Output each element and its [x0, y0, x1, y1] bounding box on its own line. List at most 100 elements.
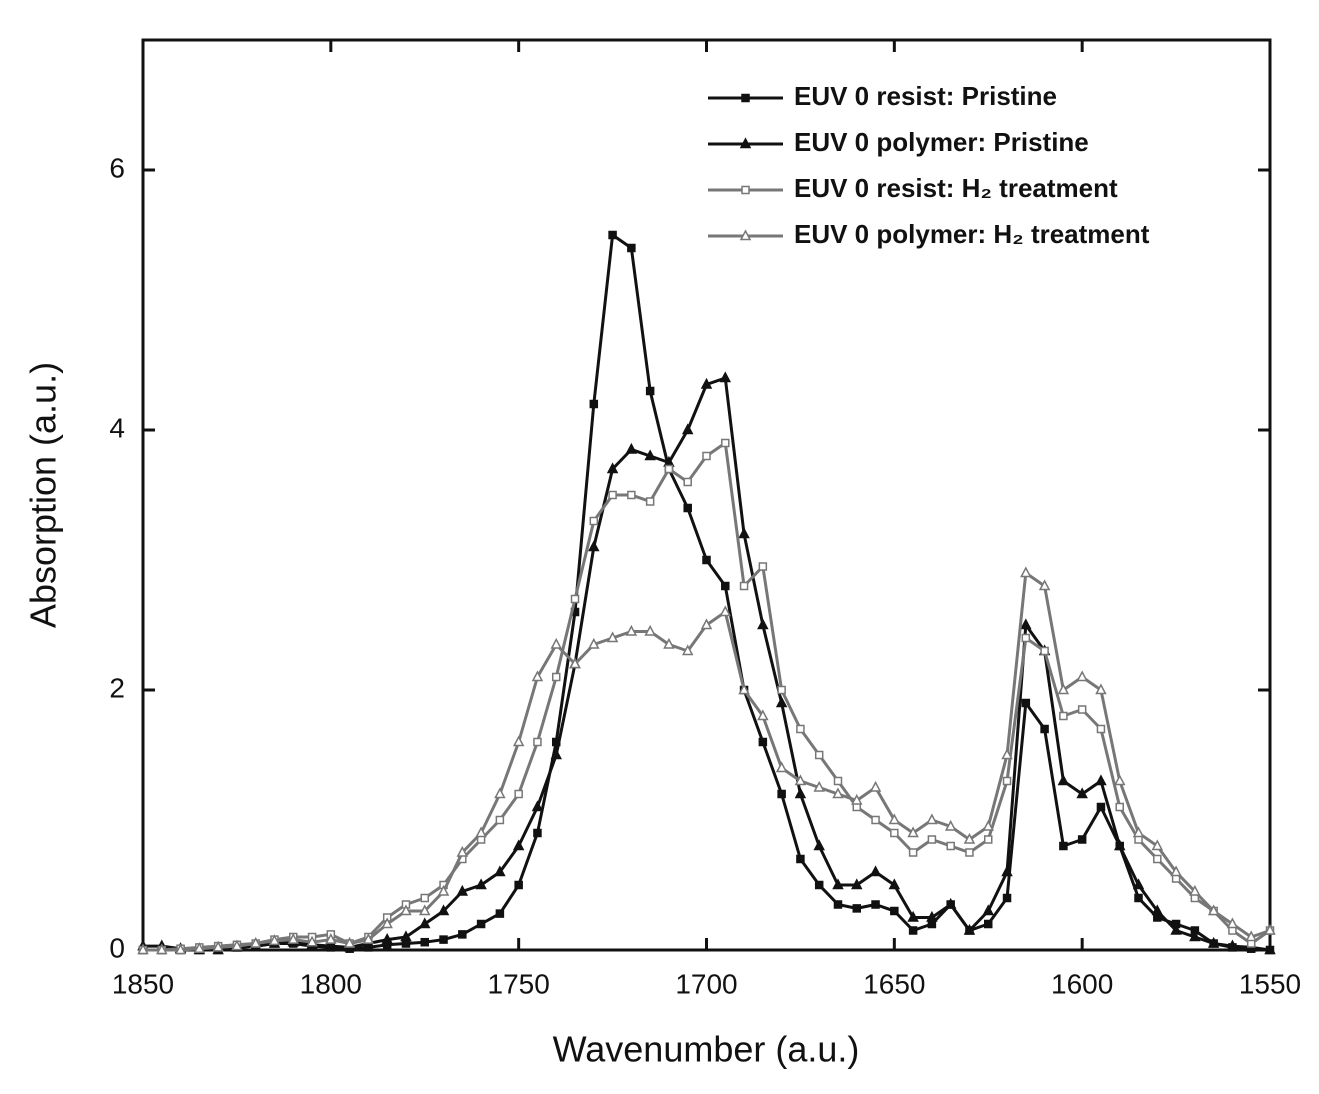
y-tick-label: 0	[109, 932, 125, 963]
marker	[325, 932, 337, 944]
marker	[758, 562, 768, 571]
marker	[156, 943, 168, 955]
marker	[420, 893, 429, 903]
marker	[589, 399, 599, 409]
marker	[926, 813, 938, 825]
marker	[419, 904, 431, 916]
legend-label: EUV 0 polymer: H₂ treatment	[794, 219, 1150, 249]
legend-marker	[739, 137, 752, 149]
marker	[833, 900, 843, 909]
marker	[400, 930, 412, 942]
marker	[1245, 930, 1257, 942]
y-tick-label: 2	[109, 672, 125, 703]
marker	[1021, 633, 1031, 643]
marker	[813, 839, 825, 851]
marker	[814, 880, 824, 890]
marker	[1170, 923, 1182, 935]
marker	[625, 442, 638, 454]
marker	[1153, 854, 1162, 864]
marker	[683, 503, 692, 513]
marker	[890, 828, 899, 838]
marker	[1021, 698, 1031, 708]
marker	[1057, 683, 1070, 695]
marker	[325, 939, 337, 951]
marker	[1020, 566, 1032, 578]
marker	[1096, 802, 1106, 812]
marker	[1134, 893, 1143, 903]
marker	[608, 230, 617, 240]
marker	[1226, 939, 1239, 951]
marker	[869, 865, 882, 877]
marker	[1077, 705, 1087, 714]
marker	[456, 884, 469, 896]
marker	[608, 490, 617, 500]
marker	[645, 497, 655, 506]
series-line	[143, 571, 1271, 952]
marker	[984, 835, 993, 844]
marker	[570, 594, 580, 604]
marker	[984, 919, 993, 929]
marker	[588, 540, 600, 552]
marker	[625, 624, 638, 636]
marker	[606, 462, 619, 474]
marker	[475, 878, 487, 890]
marker	[1076, 670, 1088, 682]
marker	[174, 943, 187, 955]
marker	[512, 735, 525, 747]
marker	[758, 737, 768, 747]
marker	[944, 897, 957, 909]
marker	[700, 618, 713, 630]
marker	[362, 932, 375, 944]
marker	[343, 936, 356, 948]
marker	[927, 835, 937, 844]
marker	[1038, 579, 1051, 591]
marker	[794, 787, 807, 799]
x-tick-label: 1800	[300, 968, 362, 999]
series-line	[143, 376, 1271, 952]
marker	[777, 685, 786, 695]
marker	[888, 813, 901, 825]
marker	[1040, 724, 1049, 734]
marker	[871, 815, 880, 825]
marker	[813, 780, 825, 792]
y-axis-label: Absorption (a.u.)	[23, 362, 64, 628]
marker	[550, 748, 562, 760]
marker	[1001, 865, 1013, 877]
marker	[1059, 711, 1068, 721]
series-line	[143, 233, 1271, 952]
marker	[907, 910, 919, 922]
marker	[908, 926, 918, 935]
marker	[796, 724, 805, 734]
marker	[606, 631, 619, 643]
x-tick-label: 1650	[863, 968, 925, 999]
marker	[494, 787, 506, 799]
marker	[627, 243, 636, 253]
marker	[739, 581, 749, 591]
marker	[681, 423, 694, 435]
marker	[796, 854, 805, 864]
marker	[137, 943, 149, 955]
marker	[381, 932, 393, 944]
marker	[1132, 878, 1145, 890]
marker	[888, 878, 901, 890]
y-tick-label: 4	[109, 412, 125, 443]
marker	[851, 878, 863, 890]
marker	[926, 910, 938, 922]
marker	[871, 900, 880, 909]
marker	[437, 904, 450, 916]
marker	[1096, 724, 1106, 734]
marker	[627, 490, 636, 500]
marker	[1226, 917, 1239, 929]
marker	[644, 449, 656, 461]
marker	[794, 774, 807, 786]
marker	[1001, 748, 1013, 760]
marker	[1059, 841, 1068, 851]
legend-label: EUV 0 resist: H₂ treatment	[794, 173, 1118, 203]
marker	[212, 940, 224, 952]
marker	[719, 371, 732, 383]
marker	[1095, 774, 1107, 786]
x-tick-label: 1600	[1051, 968, 1113, 999]
marker	[721, 438, 730, 448]
marker	[1002, 776, 1012, 786]
